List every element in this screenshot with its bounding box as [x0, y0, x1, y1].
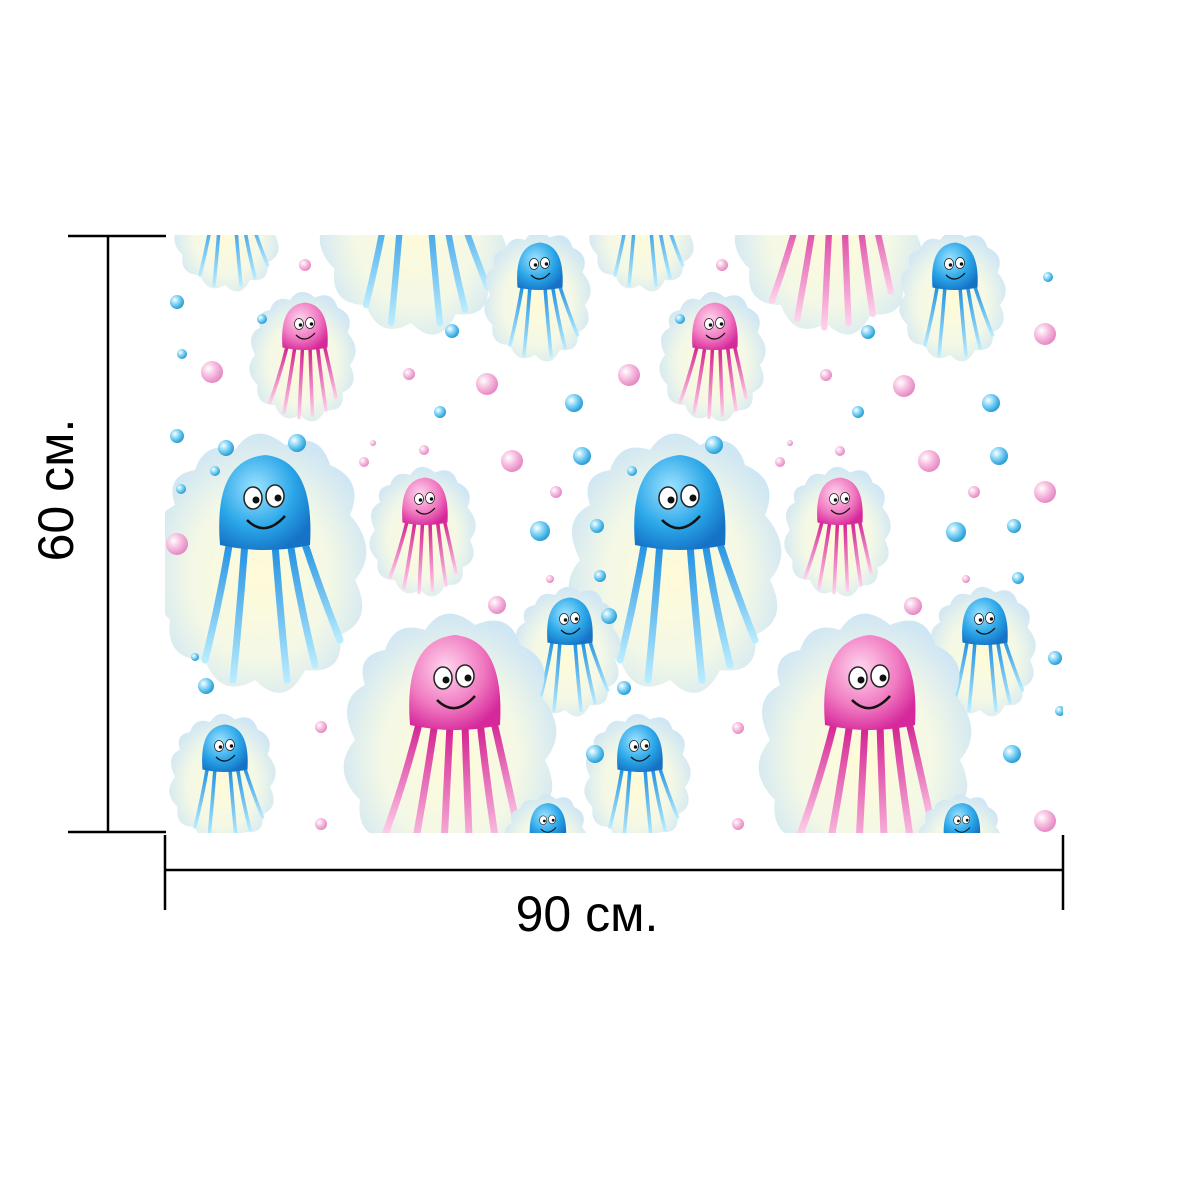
pattern [165, 235, 1063, 833]
height-label: 60 см. [28, 419, 84, 562]
width-label: 90 см. [516, 886, 659, 942]
dimension-lines [68, 234, 1065, 910]
bubbles [166, 259, 1063, 832]
